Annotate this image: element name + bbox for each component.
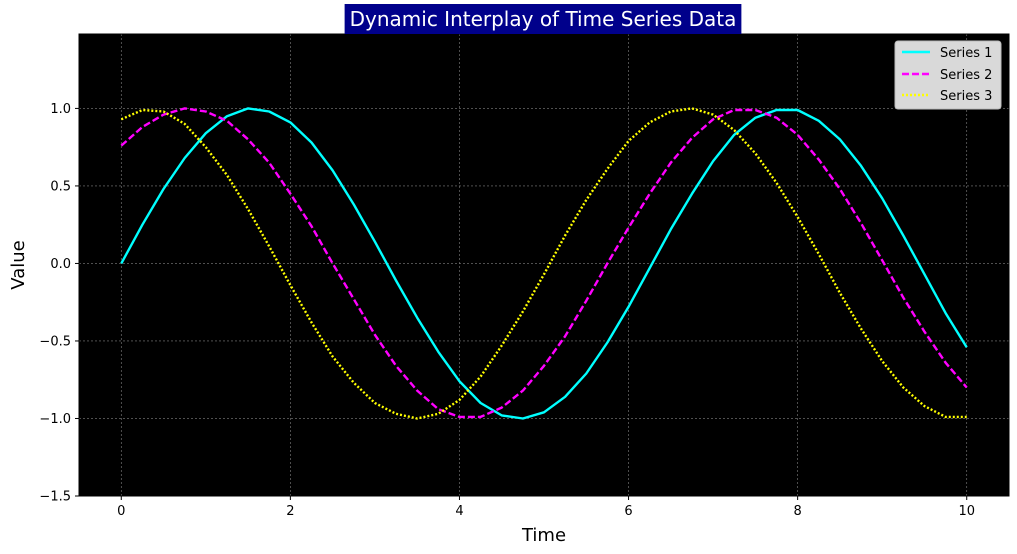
axis-ticks: 0 2 4 6 8 10 −1.5 −1.0 −0.5 0.0 0.5 1.0 <box>39 102 975 519</box>
legend-label-series-1: Series 1 <box>940 46 992 61</box>
y-tick-label: 0.0 <box>50 257 71 272</box>
legend-box <box>894 40 1002 110</box>
legend-label-series-2: Series 2 <box>940 68 992 83</box>
x-tick-label: 6 <box>624 504 632 519</box>
x-tick-label: 10 <box>958 504 975 519</box>
y-tick-label: 1.0 <box>50 102 71 117</box>
x-tick-label: 0 <box>117 504 125 519</box>
legend-label-series-3: Series 3 <box>940 89 992 104</box>
x-axis-label: Time <box>521 525 566 546</box>
y-tick-label: −1.0 <box>39 412 71 427</box>
legend: Series 1 Series 2 Series 3 <box>894 40 1002 110</box>
y-tick-label: −0.5 <box>39 334 71 349</box>
series-line-1 <box>120 107 968 420</box>
plot-area <box>79 34 1009 496</box>
series-line-3 <box>120 107 967 420</box>
series-line-2 <box>120 107 968 419</box>
x-tick-label: 2 <box>286 504 294 519</box>
y-axis-label: Value <box>8 240 29 289</box>
x-tick-label: 4 <box>455 504 463 519</box>
y-tick-label: 0.5 <box>50 179 71 194</box>
x-tick-label: 8 <box>793 504 801 519</box>
chart-title: Dynamic Interplay of Time Series Data <box>350 7 737 31</box>
y-tick-label: −1.5 <box>39 490 71 505</box>
chart-title-box <box>344 4 742 34</box>
series-lines <box>120 107 968 420</box>
